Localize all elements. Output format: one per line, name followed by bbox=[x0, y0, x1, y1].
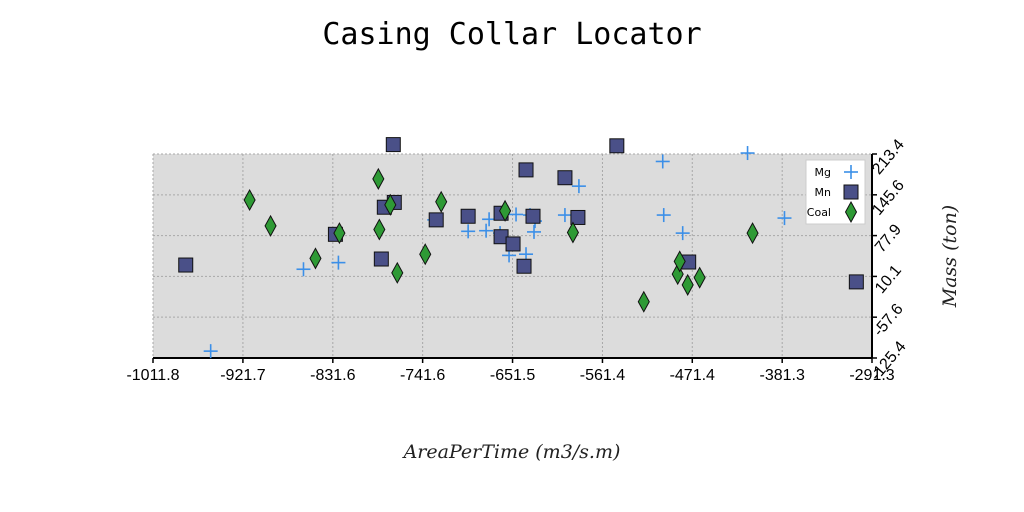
coal-point bbox=[637, 290, 650, 313]
mn-point bbox=[557, 170, 573, 186]
x-tick-label: -1011.8 bbox=[126, 367, 179, 384]
x-tick-label: -831.6 bbox=[310, 367, 355, 384]
x-tick-label: -471.4 bbox=[670, 367, 715, 384]
mg-point bbox=[656, 208, 671, 223]
mg-point bbox=[557, 208, 572, 223]
mn-point bbox=[178, 257, 194, 273]
mn-point bbox=[518, 162, 534, 178]
mn-point bbox=[848, 274, 864, 290]
legend-marker-mn bbox=[843, 184, 859, 200]
y-axis-label: Mass (ton) bbox=[939, 205, 961, 308]
y-tick-label: 145.6 bbox=[869, 177, 908, 219]
x-tick-label: -921.7 bbox=[220, 367, 265, 384]
data-points bbox=[178, 137, 864, 359]
mg-point bbox=[571, 179, 586, 194]
mg-point bbox=[296, 262, 311, 277]
mg-point bbox=[509, 207, 524, 222]
coal-point bbox=[419, 243, 432, 266]
mg-point bbox=[675, 226, 690, 241]
mn-point bbox=[505, 236, 521, 252]
mg-point bbox=[777, 211, 792, 226]
legend-label-coal: Coal bbox=[807, 206, 831, 219]
x-tick-label: -291.3 bbox=[849, 367, 894, 384]
mn-point bbox=[570, 209, 586, 225]
y-tick-label: 77.9 bbox=[872, 221, 905, 256]
coal-point bbox=[673, 250, 686, 273]
mg-point bbox=[461, 224, 476, 239]
mn-point bbox=[609, 138, 625, 154]
x-axis-ticks: -1011.8 -921.7 -831.6 -741.6 -651.5 -561.4 -47… bbox=[126, 358, 895, 384]
coal-point bbox=[243, 188, 256, 212]
coal-point bbox=[384, 193, 397, 216]
mn-point bbox=[516, 258, 532, 274]
mn-point bbox=[373, 251, 389, 267]
coal-point bbox=[372, 167, 385, 190]
x-axis-label: AreaPerTime (m3/s.m) bbox=[402, 441, 621, 463]
x-tick-label: -741.6 bbox=[400, 367, 445, 384]
x-tick-label: -651.5 bbox=[490, 367, 535, 384]
mg-point bbox=[331, 255, 346, 270]
legend-label-mg: Mg bbox=[815, 166, 831, 179]
coal-point bbox=[373, 218, 386, 241]
mn-point bbox=[525, 208, 541, 224]
coal-point bbox=[681, 273, 694, 296]
legend: Mg Mn Coal bbox=[805, 159, 866, 225]
mg-point bbox=[527, 224, 542, 239]
mg-point bbox=[740, 146, 755, 161]
mg-point bbox=[479, 223, 494, 238]
mn-point bbox=[385, 137, 401, 153]
legend-marker-mg bbox=[844, 165, 858, 179]
coal-point bbox=[746, 222, 759, 245]
mg-point bbox=[203, 344, 218, 359]
coal-point bbox=[498, 199, 512, 222]
legend-label-mn: Mn bbox=[815, 186, 831, 199]
chart-title: Casing Collar Locator bbox=[322, 17, 701, 52]
coal-point bbox=[264, 214, 277, 237]
x-tick-label: -561.4 bbox=[580, 367, 625, 384]
x-tick-label: -381.3 bbox=[759, 367, 804, 384]
coal-point bbox=[309, 247, 322, 270]
coal-point bbox=[391, 261, 404, 284]
mn-point bbox=[460, 208, 476, 224]
coal-point bbox=[435, 190, 448, 213]
y-tick-label: 10.1 bbox=[872, 262, 905, 297]
y-tick-label: -57.6 bbox=[870, 301, 907, 340]
mn-point bbox=[428, 212, 444, 228]
coal-point bbox=[566, 221, 579, 244]
y-tick-label: 213.4 bbox=[869, 136, 908, 178]
coal-point bbox=[333, 222, 346, 245]
coal-point bbox=[693, 266, 706, 289]
mg-point bbox=[655, 154, 670, 169]
legend-marker-coal bbox=[844, 200, 858, 224]
